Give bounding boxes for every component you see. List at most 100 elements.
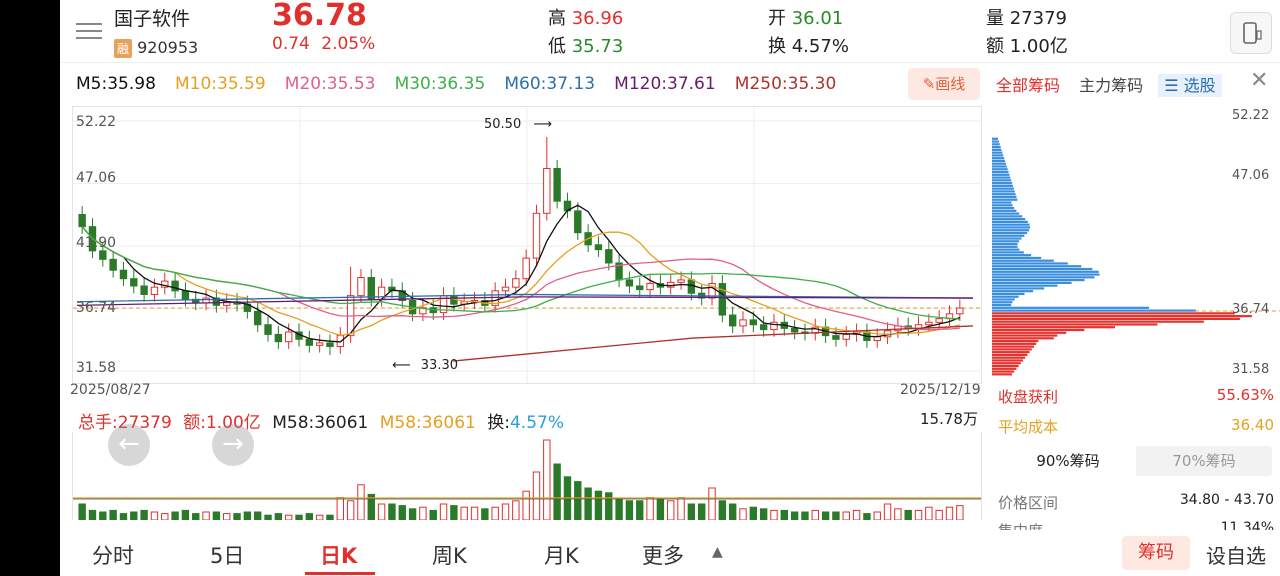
volume-bar: [697, 503, 706, 520]
volume-bar: [398, 505, 406, 520]
candle-body: [925, 321, 933, 326]
arrow-right-nav-icon: →: [222, 429, 244, 459]
volume-bar: [894, 508, 902, 520]
open-label: 开: [768, 8, 786, 29]
candle-body: [532, 212, 541, 259]
tab-5day[interactable]: 5日: [210, 544, 245, 568]
chip-bar: [992, 240, 1020, 243]
volume-bar: [439, 503, 448, 520]
tab-weekly-k[interactable]: 周K: [432, 544, 467, 568]
chip-bar: [992, 348, 1032, 351]
period-tabs: 分时 5日 日K 周K 月K 更多 ▲: [60, 530, 1280, 576]
chip-axis-2: 47.06: [1232, 168, 1270, 183]
menu-icon[interactable]: [76, 18, 102, 44]
price-axis-4: 36.74: [76, 300, 117, 316]
chip-bar: [992, 248, 1020, 251]
high-label: 高: [548, 8, 566, 29]
chip-bar: [992, 262, 1068, 265]
candle-body: [956, 307, 964, 315]
tab-daily-k[interactable]: 日K: [320, 544, 358, 568]
low-stat: 低 35.73: [548, 32, 623, 58]
add-watchlist-button[interactable]: 设自选: [1206, 544, 1266, 568]
volume-bar: [574, 481, 582, 520]
high-annotation-value: 50.50: [484, 117, 522, 132]
pct90-tab[interactable]: 90%筹码: [1000, 446, 1136, 476]
volume-bar: [88, 509, 97, 520]
chip-bar: [992, 206, 1015, 210]
amount-value: 1.00亿: [1009, 36, 1068, 57]
volume-bar: [450, 505, 458, 520]
volume-bar: [357, 484, 365, 520]
chip-bar: [992, 148, 1002, 151]
chip-button[interactable]: 筹码: [1122, 536, 1190, 570]
range-label: 价格区间: [998, 494, 1059, 512]
pct70-tab[interactable]: 70%筹码: [1172, 452, 1236, 470]
price-axis-min: 31.58: [76, 360, 117, 376]
volume-bar: [192, 513, 200, 520]
draw-line-button[interactable]: ✎画线: [908, 68, 980, 100]
chip-bar: [992, 353, 1028, 357]
volume-bar: [388, 503, 396, 520]
candle-body: [594, 244, 603, 251]
chip-bar: [992, 223, 1030, 226]
volume-bar: [274, 513, 283, 520]
candle-body: [790, 327, 799, 333]
chip-bar: [992, 234, 1025, 237]
volume-bar: [470, 506, 479, 520]
tab-intraday[interactable]: 分时: [92, 544, 134, 568]
candle-body: [646, 283, 654, 291]
tab-monthly-k[interactable]: 月K: [544, 544, 579, 568]
candle-body: [553, 167, 561, 202]
volume-bar: [264, 514, 272, 520]
volume-bar: [790, 511, 799, 520]
volume-bar: [832, 511, 840, 520]
volume-bar: [429, 509, 437, 520]
volume-bar: [181, 509, 190, 520]
chip-bar: [992, 328, 1085, 332]
chip-bar: [992, 204, 1013, 207]
tab-main-chips[interactable]: 主力筹码: [1079, 76, 1144, 95]
prev-arrow-button[interactable]: ←: [108, 424, 150, 466]
ma250-label: M250:35.30: [734, 74, 837, 94]
chip-bar: [992, 362, 1021, 365]
tab-all-chips[interactable]: 全部筹码: [996, 76, 1061, 95]
candle-body: [109, 258, 117, 271]
candle-body: [99, 250, 107, 260]
volume-bar: [677, 497, 685, 520]
avg-cost-row: 平均成本 36.40: [998, 416, 1274, 437]
volume-bar: [212, 511, 221, 520]
ma30-label: M30:36.35: [394, 74, 486, 94]
next-arrow-button[interactable]: →: [212, 424, 254, 466]
volume-bar: [408, 508, 417, 520]
candle-body: [419, 307, 427, 315]
chip-bar: [992, 256, 1042, 260]
tab-more[interactable]: 更多: [642, 544, 684, 568]
chip-bar: [992, 254, 1032, 257]
candle-body: [130, 278, 138, 287]
chip-bar: [992, 370, 1015, 373]
volume-bar: [326, 514, 334, 520]
volume-chart[interactable]: [72, 432, 982, 520]
chip-bar: [992, 339, 1039, 343]
close-icon[interactable]: ✕: [1250, 68, 1269, 93]
app-screen: 国子软件 融 920953 36.78 0.74 2.05% 高 36.96 低…: [60, 0, 1280, 576]
select-stock-button[interactable]: ☰ 选股: [1158, 74, 1222, 97]
volume-bar: [284, 514, 293, 520]
chip-bar: [992, 317, 1240, 321]
candle-body: [305, 338, 314, 346]
chip-bar: [992, 334, 1058, 337]
stock-code: 920953: [137, 38, 199, 57]
landscape-toggle-button[interactable]: [1230, 12, 1272, 54]
chip-bar: [992, 251, 1024, 254]
chip-bar: [992, 356, 1026, 359]
volume-bar: [305, 513, 314, 520]
kline-chart[interactable]: [72, 106, 982, 384]
stock-name: 国子软件: [114, 8, 191, 30]
volume-max: 15.78万: [920, 410, 978, 428]
volume-stat: 量 27379: [986, 4, 1067, 30]
volume-bar: [171, 511, 179, 520]
chip-axis-max: 52.22: [1232, 108, 1270, 123]
chip-bar: [992, 212, 1020, 215]
caret-up-icon[interactable]: ▲: [712, 544, 723, 560]
ma120-label: M120:37.61: [614, 74, 716, 94]
